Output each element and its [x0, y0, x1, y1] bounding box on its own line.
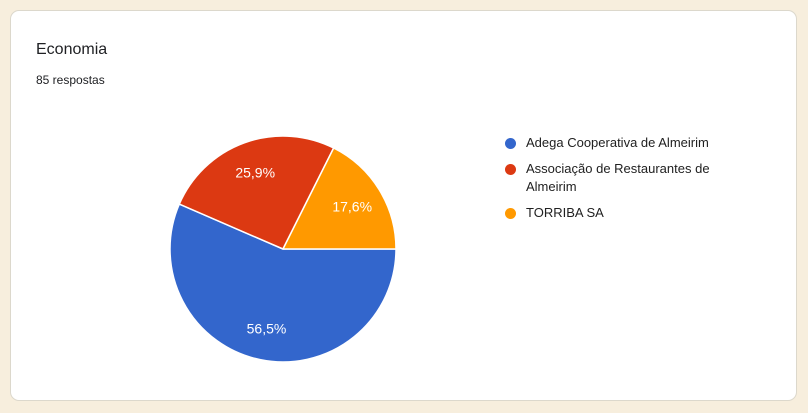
legend-swatch-blue-icon [505, 137, 516, 149]
pie-slice[interactable] [169, 203, 397, 363]
legend-label: TORRIBA SA [526, 205, 604, 220]
chart-legend: Adega Cooperativa de Almeirim Associação… [505, 134, 765, 230]
legend-swatch-red-icon [505, 163, 516, 175]
pie-slice-label: 17,6% [332, 198, 372, 214]
legend-item: TORRIBA SA [505, 204, 765, 222]
legend-swatch-orange-icon [505, 207, 516, 219]
legend-label: Associação de Restaurantes de Almeirim [526, 161, 710, 194]
pie-slice-label: 56,5% [247, 321, 287, 337]
pie-slice[interactable] [282, 147, 397, 250]
question-title: Economia [36, 41, 108, 58]
pie-chart: 56,5% 25,9% 17,6% [169, 135, 397, 363]
response-chart-card: Economia 85 respostas 56,5% 25,9% 17,6% Ad… [10, 10, 797, 401]
legend-item: Associação de Restaurantes de Almeirim [505, 160, 765, 196]
legend-item: Adega Cooperativa de Almeirim [505, 134, 765, 152]
pie-slice[interactable] [178, 135, 335, 250]
legend-label: Adega Cooperativa de Almeirim [526, 135, 709, 150]
pie-slice-label: 25,9% [235, 165, 275, 181]
responses-count: 85 respostas [36, 73, 105, 87]
